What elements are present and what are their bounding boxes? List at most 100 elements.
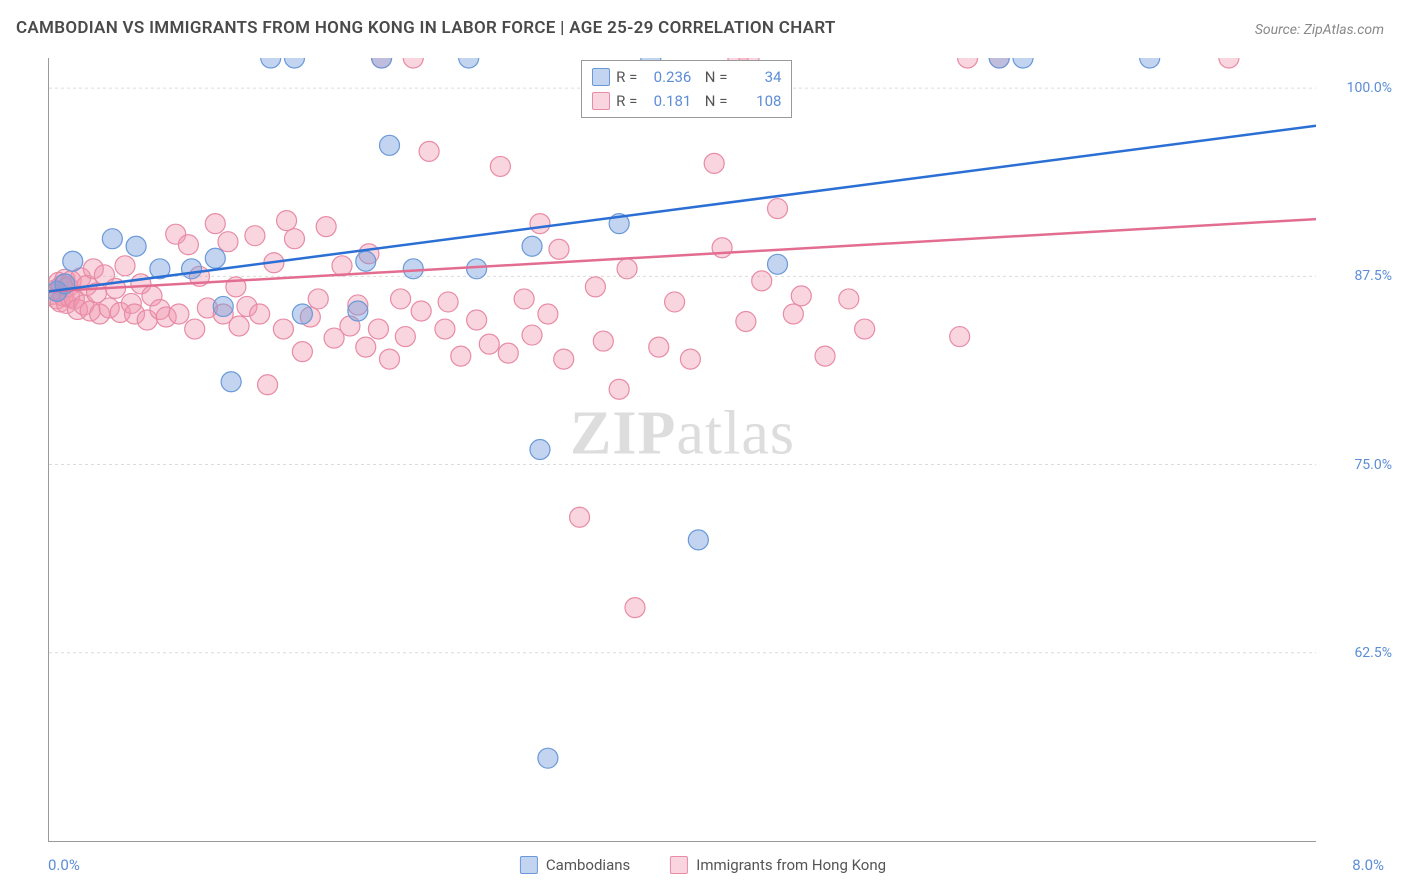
legend-swatch: [592, 68, 610, 86]
point-series-b: [403, 58, 423, 68]
point-series-a: [768, 254, 788, 274]
point-series-a: [467, 259, 487, 279]
point-series-a: [459, 58, 479, 68]
point-series-b: [855, 319, 875, 339]
point-series-b: [332, 256, 352, 276]
point-series-b: [368, 319, 388, 339]
r-label: R =: [616, 92, 637, 110]
legend-item: Cambodians: [520, 856, 630, 874]
point-series-a: [1013, 58, 1033, 68]
r-value: 0.181: [643, 92, 691, 110]
point-series-a: [205, 248, 225, 268]
point-series-b: [205, 214, 225, 234]
plot-area: ZIPatlas R =0.236 N =34R =0.181 N =108: [48, 58, 1316, 842]
point-series-b: [593, 331, 613, 351]
point-series-a: [1140, 58, 1160, 68]
point-series-b: [250, 304, 270, 324]
point-series-b: [292, 342, 312, 362]
point-series-a: [292, 304, 312, 324]
point-series-b: [514, 289, 534, 309]
point-series-a: [356, 251, 376, 271]
point-series-b: [554, 349, 574, 369]
x-max-label: 8.0%: [1352, 856, 1384, 874]
n-label: N =: [697, 92, 727, 110]
point-series-b: [958, 58, 978, 68]
legend-swatch: [592, 92, 610, 110]
legend-swatch: [670, 856, 688, 874]
point-series-b: [316, 217, 336, 237]
x-min-label: 0.0%: [48, 856, 80, 874]
point-series-b: [549, 239, 569, 259]
point-series-a: [213, 296, 233, 316]
point-series-b: [380, 349, 400, 369]
trendline-series-b: [49, 219, 1316, 291]
point-series-b: [530, 214, 550, 234]
point-series-b: [218, 232, 238, 252]
legend-swatch: [520, 856, 538, 874]
point-series-b: [791, 286, 811, 306]
point-series-b: [467, 310, 487, 330]
point-series-b: [625, 598, 645, 618]
point-series-b: [585, 277, 605, 297]
y-tick-label: 100.0%: [1347, 80, 1392, 96]
point-series-b: [950, 327, 970, 347]
n-label: N =: [697, 68, 727, 86]
point-series-a: [261, 58, 281, 68]
point-series-b: [538, 304, 558, 324]
point-series-a: [380, 135, 400, 155]
scatter-plot-svg: [49, 58, 1316, 841]
point-series-b: [356, 337, 376, 357]
point-series-a: [284, 58, 304, 68]
point-series-b: [229, 316, 249, 336]
point-series-b: [308, 289, 328, 309]
r-label: R =: [616, 68, 637, 86]
n-value: 108: [733, 92, 781, 110]
point-series-a: [688, 530, 708, 550]
point-series-a: [126, 236, 146, 256]
trendline-series-a: [49, 126, 1316, 292]
point-series-b: [498, 343, 518, 363]
point-series-a: [403, 259, 423, 279]
point-series-b: [490, 156, 510, 176]
point-series-b: [479, 334, 499, 354]
correlation-legend: R =0.236 N =34R =0.181 N =108: [581, 60, 792, 118]
point-series-a: [522, 236, 542, 256]
point-series-b: [570, 507, 590, 527]
point-series-b: [245, 226, 265, 246]
point-series-b: [419, 141, 439, 161]
point-series-b: [704, 153, 724, 173]
point-series-a: [989, 58, 1009, 68]
r-value: 0.236: [643, 68, 691, 86]
correlation-legend-row: R = 0.181 N = 108: [592, 89, 781, 113]
point-series-a: [102, 229, 122, 249]
point-series-a: [182, 259, 202, 279]
point-series-a: [538, 748, 558, 768]
point-series-b: [609, 379, 629, 399]
point-series-a: [530, 440, 550, 460]
source-label: Source: ZipAtlas.com: [1255, 22, 1384, 38]
point-series-b: [185, 319, 205, 339]
chart-title: CAMBODIAN VS IMMIGRANTS FROM HONG KONG I…: [16, 18, 836, 38]
legend-label: Immigrants from Hong Kong: [696, 856, 886, 874]
point-series-b: [435, 319, 455, 339]
point-series-b: [1219, 58, 1239, 68]
legend-item: Immigrants from Hong Kong: [670, 856, 886, 874]
correlation-legend-row: R =0.236 N =34: [592, 65, 781, 89]
y-tick-label: 62.5%: [1354, 645, 1392, 661]
point-series-b: [391, 289, 411, 309]
point-series-b: [752, 271, 772, 291]
point-series-b: [273, 319, 293, 339]
point-series-a: [348, 301, 368, 321]
point-series-b: [712, 238, 732, 258]
point-series-a: [372, 58, 392, 68]
point-series-b: [277, 211, 297, 231]
point-series-b: [839, 289, 859, 309]
point-series-b: [680, 349, 700, 369]
series-legend: Cambodians Immigrants from Hong Kong: [520, 856, 886, 874]
point-series-b: [169, 304, 189, 324]
point-series-a: [221, 372, 241, 392]
point-series-b: [649, 337, 669, 357]
point-series-b: [395, 327, 415, 347]
y-tick-label: 75.0%: [1354, 457, 1392, 473]
point-series-b: [665, 292, 685, 312]
